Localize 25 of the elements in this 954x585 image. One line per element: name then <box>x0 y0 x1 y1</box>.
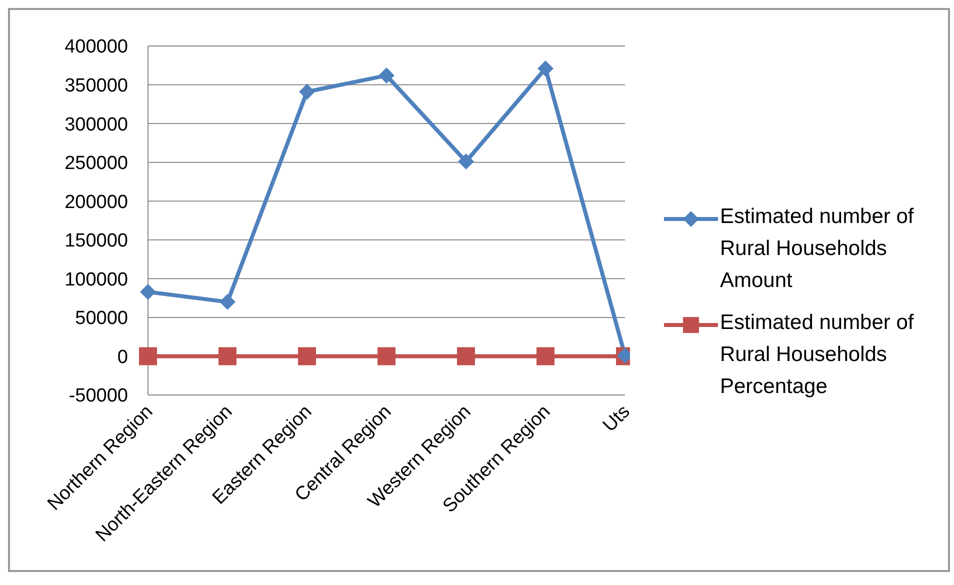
point <box>378 67 394 84</box>
y-tick-label: 400000 <box>64 36 128 58</box>
legend-label: Estimated number of Rural Households Percentage <box>720 310 915 400</box>
y-tick-label: 300000 <box>64 114 128 136</box>
y-tick-label: 50000 <box>75 308 128 330</box>
point <box>457 347 475 366</box>
y-tick-label: 350000 <box>64 76 128 97</box>
point <box>536 347 554 366</box>
point <box>458 154 474 170</box>
point <box>299 84 315 100</box>
point <box>220 294 236 310</box>
y-tick-label: 250000 <box>64 153 128 174</box>
point <box>139 347 157 366</box>
y-tick-label: 150000 <box>64 230 128 252</box>
y-tick-label: -50000 <box>68 386 128 407</box>
point <box>140 284 156 300</box>
point <box>538 60 554 76</box>
point <box>378 347 396 366</box>
legend-label: Estimated number of Rural Households Amount <box>720 204 915 294</box>
point <box>298 347 316 366</box>
x-tick-label: Uts <box>599 401 634 436</box>
y-tick-label: 0 <box>117 346 128 368</box>
point <box>218 347 236 366</box>
y-tick-label: 200000 <box>64 192 128 213</box>
y-tick-label: 100000 <box>64 269 128 290</box>
